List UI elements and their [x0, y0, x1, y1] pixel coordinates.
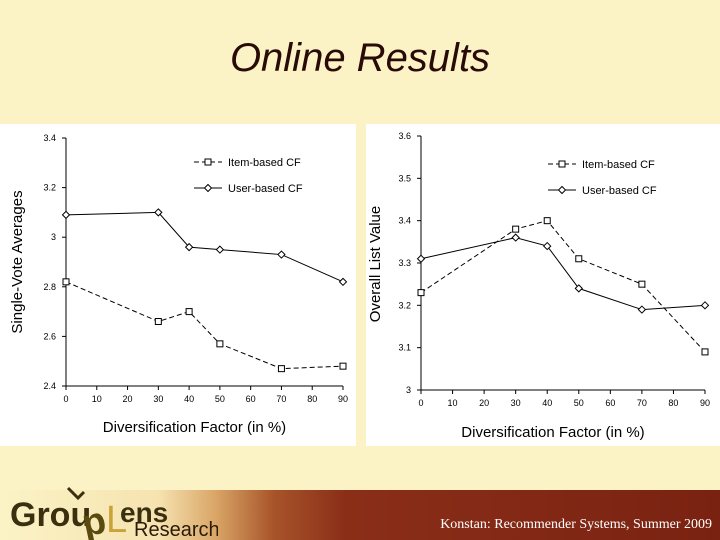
legend-marker-0	[204, 158, 212, 166]
y-tick-label: 2.4	[43, 381, 56, 391]
y-tick-label: 3.4	[43, 133, 56, 143]
chart-panel-list-value: 3 3.1 3.2 3.3 3.4 3.5 3.6 0 10 20 30 40 50 60 70 80 90 Di…	[366, 124, 720, 446]
x-axis-label: Diversification Factor (in %)	[461, 424, 644, 441]
data-point-series1	[543, 241, 552, 251]
data-point-series1	[184, 242, 194, 252]
y-tick-label: 3.5	[398, 173, 411, 183]
x-tick-label: 20	[479, 398, 489, 408]
logo-research-text: Research	[134, 519, 218, 540]
y-tick-label: 3.4	[398, 216, 411, 226]
footer-citation: Konstan: Recommender Systems, Summer 200…	[440, 517, 712, 532]
y-axis-label: Single-Vote Averages	[9, 190, 26, 333]
legend-label-0: Item-based CF	[228, 157, 301, 169]
y-tick-label: 3	[51, 232, 56, 242]
x-axis-label: Diversification Factor (in %)	[103, 419, 286, 436]
x-tick-label: 90	[338, 394, 348, 404]
data-point-series0	[62, 278, 70, 286]
data-point-series0	[154, 318, 162, 326]
data-point-series1	[61, 210, 71, 220]
x-tick-label: 70	[276, 394, 286, 404]
x-tick-label: 70	[637, 398, 647, 408]
x-tick-label: 80	[668, 398, 678, 408]
data-point-series1	[700, 301, 710, 310]
chart-panel-single-vote: 2.4 2.6 2.8 3 3.2 3.4 0 10 20 30 40 50 60 70 80 90 Diver…	[0, 124, 356, 446]
data-point-series0	[185, 308, 193, 316]
slide-title: Online Results	[229, 36, 491, 80]
data-point-series1	[637, 305, 647, 314]
data-point-series0	[638, 280, 646, 288]
data-point-series0	[512, 225, 520, 233]
data-point-series1	[574, 284, 583, 293]
data-point-series1	[416, 254, 426, 263]
y-tick-label: 3.2	[43, 183, 56, 193]
x-tick-label: 60	[246, 394, 256, 404]
x-tick-label: 10	[448, 398, 458, 408]
legend-label-1: User-based CF	[582, 185, 657, 197]
x-tick-label: 50	[215, 394, 225, 404]
data-point-series0	[417, 289, 425, 297]
grouplens-logo: Grou p L ens Research	[10, 486, 218, 540]
y-tick-label: 3	[406, 385, 411, 395]
chart-single-vote: 2.4 2.6 2.8 3 3.2 3.4 0 10 20 30 40 50 60 70 80 90 Diver…	[9, 133, 348, 436]
x-tick-label: 0	[418, 398, 423, 408]
series-line-1	[420, 237, 706, 311]
data-point-series0	[216, 340, 224, 348]
legend-label-1: User-based CF	[228, 183, 303, 195]
x-tick-label: 90	[700, 398, 710, 408]
legend-marker-1	[557, 185, 567, 195]
data-point-series0	[543, 217, 551, 225]
y-tick-label: 3.2	[398, 300, 411, 310]
chart-list-value: 3 3.1 3.2 3.3 3.4 3.5 3.6 0 10 20 30 40 50 60 70 80 90 Di…	[367, 131, 710, 441]
x-tick-label: 40	[542, 398, 552, 408]
series-line-1	[65, 211, 344, 283]
x-tick-label: 60	[605, 398, 615, 408]
y-tick-label: 3.1	[398, 343, 411, 353]
data-point-series0	[339, 362, 347, 370]
svg-text:Grou: Grou	[10, 496, 91, 534]
x-tick-label: 0	[63, 394, 68, 404]
data-point-series1	[277, 250, 286, 259]
legend-marker-0	[558, 160, 566, 168]
y-tick-label: 2.6	[43, 331, 56, 341]
y-tick-label: 3.6	[398, 131, 411, 141]
svg-text:L: L	[106, 499, 127, 540]
y-tick-label: 2.8	[43, 282, 56, 292]
x-tick-label: 30	[511, 398, 521, 408]
x-tick-label: 80	[307, 394, 317, 404]
legend-marker-1	[203, 183, 213, 193]
x-tick-label: 40	[184, 394, 194, 404]
data-point-series1	[154, 208, 163, 217]
svg-text:ens: ens	[120, 497, 168, 528]
data-point-series0	[701, 348, 709, 356]
x-tick-label: 20	[123, 394, 133, 404]
footer-bar	[0, 490, 720, 540]
legend-label-0: Item-based CF	[582, 159, 655, 171]
data-point-series0	[575, 255, 583, 263]
y-tick-label: 3.3	[398, 258, 411, 268]
data-point-series0	[277, 365, 285, 373]
x-tick-label: 10	[92, 394, 102, 404]
series-line-0	[65, 281, 344, 370]
series-line-0	[420, 220, 706, 353]
y-axis-label: Overall List Value	[367, 206, 384, 322]
x-tick-label: 50	[574, 398, 584, 408]
x-tick-label: 30	[153, 394, 163, 404]
data-point-series1	[215, 245, 225, 254]
data-point-series1	[511, 233, 520, 242]
data-point-series1	[338, 277, 348, 287]
